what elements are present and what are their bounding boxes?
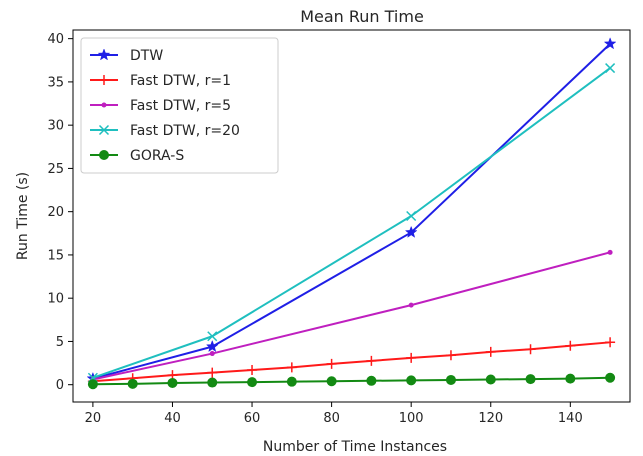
legend-marker-gora-s bbox=[99, 150, 109, 160]
y-tick-label: 15 bbox=[47, 248, 64, 263]
legend-item-dtw: DTW bbox=[90, 48, 163, 64]
legend-label: DTW bbox=[130, 48, 163, 64]
plot-area bbox=[86, 37, 617, 390]
data-point-gora-s bbox=[445, 374, 456, 385]
axis-ticks: 20 40 60 80 100 120 140 0 5 10 15 20 25 30 35 40 bbox=[47, 32, 582, 426]
data-point-gora-s bbox=[207, 377, 218, 388]
x-tick-label: 100 bbox=[399, 411, 424, 426]
y-tick-label: 30 bbox=[47, 119, 64, 134]
data-point-fast-dtw-r-1 bbox=[406, 352, 417, 363]
y-tick-label: 5 bbox=[56, 335, 64, 350]
data-point-gora-s bbox=[485, 374, 496, 385]
data-point-gora-s bbox=[127, 378, 138, 389]
x-tick-label: 20 bbox=[85, 411, 102, 426]
data-point-fast-dtw-r-1 bbox=[605, 337, 616, 348]
data-point-dtw bbox=[404, 225, 418, 238]
y-axis-label: Run Time (s) bbox=[15, 172, 31, 260]
data-point-gora-s bbox=[605, 372, 616, 383]
data-point-fast-dtw-r-5 bbox=[607, 249, 613, 255]
data-point-gora-s bbox=[167, 377, 178, 388]
data-point-fast-dtw-r-5 bbox=[209, 351, 215, 357]
data-point-fast-dtw-r-20 bbox=[207, 331, 218, 342]
data-point-fast-dtw-r-1 bbox=[366, 355, 377, 366]
series-fast-dtw-r-1 bbox=[87, 337, 616, 387]
plot-frame bbox=[72, 29, 631, 403]
legend-marker-fast-dtw-r-1 bbox=[99, 75, 109, 85]
y-tick-label: 10 bbox=[47, 292, 64, 307]
data-point-gora-s bbox=[286, 376, 297, 387]
data-point-fast-dtw-r-5 bbox=[408, 302, 414, 308]
chart-title: Mean Run Time bbox=[300, 7, 424, 26]
x-tick-label: 140 bbox=[558, 411, 583, 426]
y-tick-label: 35 bbox=[47, 75, 64, 90]
data-point-fast-dtw-r-1 bbox=[485, 346, 496, 357]
legend-label: Fast DTW, r=5 bbox=[130, 98, 231, 114]
data-point-fast-dtw-r-1 bbox=[286, 362, 297, 373]
legend-label: Fast DTW, r=20 bbox=[130, 123, 240, 139]
series-fast-dtw-r-20 bbox=[87, 63, 616, 383]
x-tick-label: 40 bbox=[164, 411, 181, 426]
legend-marker-fast-dtw-r-5 bbox=[101, 102, 107, 108]
x-axis-label: Number of Time Instances bbox=[263, 439, 447, 455]
x-tick-label: 120 bbox=[478, 411, 503, 426]
data-point-gora-s bbox=[525, 374, 536, 385]
data-point-fast-dtw-r-1 bbox=[445, 350, 456, 361]
y-tick-label: 0 bbox=[56, 378, 64, 393]
data-point-gora-s bbox=[366, 375, 377, 386]
series-line-fast-dtw-r-20 bbox=[92, 67, 611, 379]
data-point-fast-dtw-r-20 bbox=[406, 210, 417, 222]
y-tick-label: 40 bbox=[47, 32, 64, 47]
data-point-dtw bbox=[205, 339, 219, 353]
data-point-fast-dtw-r-1 bbox=[247, 364, 258, 375]
legend-box bbox=[80, 37, 279, 174]
data-point-dtw bbox=[603, 37, 617, 50]
series-line-gora-s bbox=[92, 376, 611, 386]
x-tick-label: 80 bbox=[323, 411, 340, 426]
data-point-gora-s bbox=[247, 377, 258, 388]
data-point-fast-dtw-r-1 bbox=[326, 358, 337, 369]
legend-item-gora-s: GORA-S bbox=[90, 148, 184, 164]
series-line-dtw bbox=[92, 43, 611, 380]
y-tick-label: 25 bbox=[47, 162, 64, 177]
legend-label: Fast DTW, r=1 bbox=[130, 73, 231, 89]
data-point-gora-s bbox=[406, 375, 417, 386]
legend-marker-fast-dtw-r-20 bbox=[98, 124, 110, 136]
y-tick-label: 20 bbox=[47, 205, 64, 220]
data-point-gora-s bbox=[326, 376, 337, 387]
series-line-fast-dtw-r-1 bbox=[92, 341, 611, 383]
series-line-fast-dtw-r-5 bbox=[92, 251, 611, 381]
data-point-fast-dtw-r-20 bbox=[605, 63, 616, 74]
series-gora-s bbox=[87, 372, 616, 390]
data-point-fast-dtw-r-1 bbox=[565, 340, 576, 351]
data-point-gora-s bbox=[565, 373, 576, 384]
x-tick-label: 60 bbox=[244, 411, 261, 426]
data-point-fast-dtw-r-1 bbox=[525, 344, 536, 355]
legend-label: GORA-S bbox=[130, 148, 184, 164]
data-point-gora-s bbox=[87, 379, 98, 390]
data-point-fast-dtw-r-1 bbox=[207, 367, 218, 378]
legend: DTW Fast DTW, r=1 Fast DTW, r=5 Fast DTW, r… bbox=[80, 37, 279, 174]
legend-item-fast-dtw-r-20: Fast DTW, r=20 bbox=[90, 123, 240, 139]
legend-item-fast-dtw-r-1: Fast DTW, r=1 bbox=[90, 73, 231, 89]
legend-marker-dtw bbox=[97, 48, 111, 61]
legend-item-fast-dtw-r-5: Fast DTW, r=5 bbox=[90, 98, 231, 114]
